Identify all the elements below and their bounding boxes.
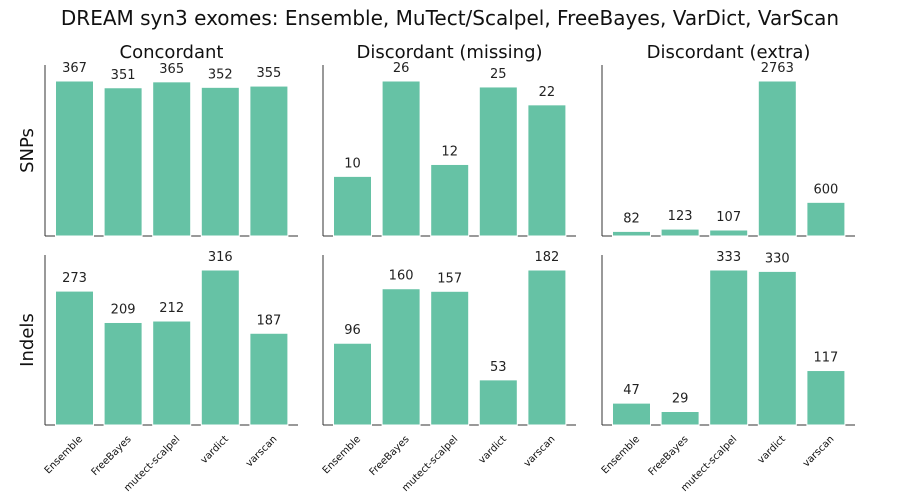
indels-concordant-value-label-vardict: 316 [208, 250, 233, 265]
indels-concordant-bar-vardict [200, 269, 240, 426]
column-title-discordant-extra: Discordant (extra) [647, 42, 811, 63]
snps-discordant-missing-value-label-ensemble: 10 [344, 156, 361, 171]
indels-discordant-extra-value-label-mutect-scalpel: 333 [716, 250, 741, 265]
snps-discordant-extra-bar-varscan [806, 201, 846, 237]
concordant-x-tick-vardict: vardict [199, 434, 231, 466]
snps-concordant-value-label-ensemble: 367 [62, 61, 87, 76]
snps-discordant-extra-value-label-vardict: 2763 [761, 61, 794, 76]
indels-discordant-extra-bar-varscan [806, 370, 846, 426]
indels-discordant-missing-value-label-freebayes: 160 [389, 269, 414, 284]
concordant-x-tick-freebayes: FreeBayes [90, 434, 134, 478]
snps-discordant-extra-value-label-ensemble: 82 [623, 211, 640, 226]
discordant-missing-x-tick-freebayes: FreeBayes [368, 434, 412, 478]
indels-discordant-missing-bar-varscan [527, 269, 567, 426]
snps-concordant-bar-varscan [249, 85, 289, 237]
snps-discordant-missing-value-label-mutect-scalpel: 12 [441, 144, 458, 159]
discordant-extra-x-tick-vardict: vardict [756, 434, 788, 466]
indels-discordant-extra-bar-freebayes [660, 411, 700, 426]
snps-discordant-missing-bar-freebayes [381, 80, 421, 237]
snps-concordant-bar-freebayes [103, 87, 143, 237]
figure-title: DREAM syn3 exomes: Ensemble, MuTect/Scal… [61, 6, 839, 30]
indels-concordant-bar-mutect-scalpel [152, 320, 192, 426]
discordant-missing-x-tick-varscan: varscan [522, 434, 558, 470]
snps-concordant-value-label-vardict: 352 [208, 67, 233, 82]
indels-discordant-missing-bar-freebayes [381, 288, 421, 426]
indels-discordant-extra-bar-ensemble [612, 402, 651, 426]
snps-concordant-value-label-mutect-scalpel: 365 [159, 62, 184, 77]
snps-discordant-missing-value-label-freebayes: 26 [393, 61, 410, 76]
row-title-snps: SNPs [17, 128, 38, 173]
discordant-extra-x-tick-ensemble: Ensemble [600, 434, 642, 476]
indels-discordant-missing-bar-ensemble [333, 342, 372, 426]
snps-discordant-extra-bar-mutect-scalpel [709, 229, 749, 237]
indels-discordant-missing-value-label-ensemble: 96 [344, 323, 361, 338]
snps-concordant-value-label-varscan: 355 [256, 66, 281, 81]
snps-discordant-missing-bar-mutect-scalpel [430, 163, 470, 237]
discordant-extra-x-tick-freebayes: FreeBayes [647, 434, 691, 478]
indels-discordant-extra-value-label-freebayes: 29 [672, 392, 689, 407]
snps-discordant-extra-bar-ensemble [612, 230, 651, 237]
discordant-missing-x-tick-vardict: vardict [477, 434, 509, 466]
snps-concordant-bar-mutect-scalpel [152, 81, 192, 237]
snps-discordant-missing-value-label-vardict: 25 [490, 67, 507, 82]
panels-group: 367 351 365 352 355 10 26 12 25 22 82 123 107 2763 600… [43, 61, 855, 494]
concordant-x-tick-ensemble: Ensemble [43, 434, 85, 476]
concordant-x-tick-varscan: varscan [244, 434, 280, 470]
snps-discordant-extra-value-label-freebayes: 123 [668, 209, 693, 224]
indels-discordant-missing-value-label-mutect-scalpel: 157 [437, 271, 462, 286]
indels-concordant-bar-varscan [249, 332, 289, 426]
indels-discordant-extra-value-label-ensemble: 47 [623, 383, 640, 398]
snps-concordant-value-label-freebayes: 351 [111, 68, 136, 83]
indels-discordant-extra-bar-mutect-scalpel [709, 269, 749, 426]
snps-discordant-extra-bar-vardict [757, 80, 797, 237]
discordant-missing-x-tick-ensemble: Ensemble [321, 434, 363, 476]
column-title-discordant-missing: Discordant (missing) [356, 42, 542, 63]
snps-discordant-missing-bar-ensemble [333, 175, 372, 237]
indels-discordant-extra-bar-vardict [757, 270, 797, 426]
indels-concordant-bar-ensemble [55, 290, 94, 426]
indels-discordant-missing-bar-mutect-scalpel [430, 290, 470, 426]
indels-concordant-bar-freebayes [103, 321, 143, 426]
indels-discordant-missing-value-label-vardict: 53 [490, 360, 507, 375]
indels-concordant-value-label-freebayes: 209 [111, 302, 136, 317]
indels-discordant-extra-value-label-vardict: 330 [765, 251, 790, 266]
indels-discordant-missing-bar-vardict [478, 379, 518, 426]
snps-discordant-extra-bar-freebayes [660, 228, 700, 237]
row-title-indels: Indels [17, 313, 38, 367]
snps-discordant-missing-bar-varscan [527, 104, 567, 237]
indels-discordant-missing-value-label-varscan: 182 [534, 250, 559, 265]
snps-discordant-missing-bar-vardict [478, 86, 518, 237]
indels-concordant-value-label-varscan: 187 [256, 313, 281, 328]
snps-discordant-extra-value-label-varscan: 600 [813, 182, 838, 197]
snps-concordant-bar-vardict [200, 86, 240, 237]
indels-concordant-value-label-ensemble: 273 [62, 271, 87, 286]
column-title-concordant: Concordant [120, 42, 224, 63]
snps-discordant-extra-value-label-mutect-scalpel: 107 [716, 210, 741, 225]
discordant-extra-x-tick-varscan: varscan [801, 434, 837, 470]
snps-concordant-bar-ensemble [55, 80, 94, 237]
indels-concordant-value-label-mutect-scalpel: 212 [159, 301, 184, 316]
snps-discordant-missing-value-label-varscan: 22 [539, 85, 556, 100]
indels-discordant-extra-value-label-varscan: 117 [813, 351, 838, 366]
